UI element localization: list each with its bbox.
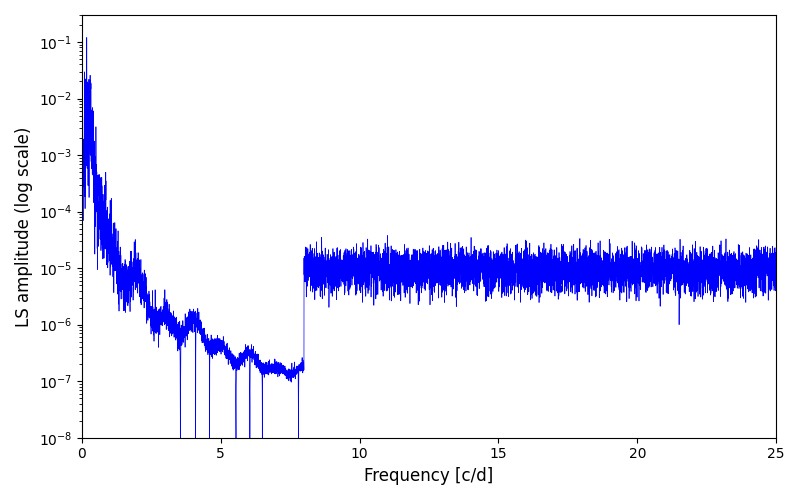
X-axis label: Frequency [c/d]: Frequency [c/d] [364, 467, 494, 485]
Y-axis label: LS amplitude (log scale): LS amplitude (log scale) [15, 126, 33, 326]
